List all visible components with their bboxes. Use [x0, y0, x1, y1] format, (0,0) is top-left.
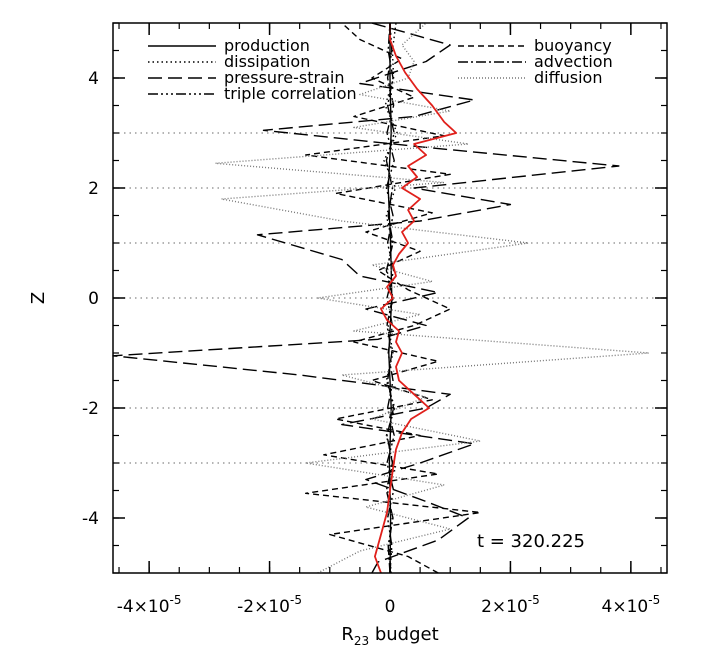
legend-item-buoyancy: buoyancy [458, 36, 612, 55]
legend-item-dissipation: dissipation [148, 52, 310, 71]
legend-label: production [224, 36, 310, 55]
legend-label: triple correlation [224, 84, 357, 103]
y-axis-label: Z [28, 292, 49, 304]
legend: productiondissipationpressure-straintrip… [148, 36, 613, 103]
x-tick-label: 2×10-5 [481, 593, 540, 617]
legend-item-pressure-strain: pressure-strain [148, 68, 344, 87]
series-line-advection [385, 22, 395, 574]
series-line-diffusion [214, 22, 650, 574]
x-tick-label: 4×10-5 [602, 593, 661, 617]
legend-label: pressure-strain [224, 68, 344, 87]
series-line-red-profile [373, 23, 458, 574]
x-tick-label: -4×10-5 [117, 593, 182, 617]
x-axis-label-main: R [341, 624, 354, 645]
x-axis-label-rest: budget [369, 624, 439, 645]
legend-label: advection [534, 52, 613, 71]
legend-item-advection: advection [458, 52, 613, 71]
legend-item-triple-correlation: triple correlation [148, 84, 357, 103]
legend-label: buoyancy [534, 36, 612, 55]
x-axis-label-subscript: 23 [354, 634, 369, 648]
series-line-buoyancy [305, 22, 481, 574]
y-tick-label: 0 [88, 289, 99, 309]
x-tick-label: 0 [385, 597, 396, 617]
y-tick-label: 4 [88, 69, 99, 89]
axis-ticks: -4×10-5 -2×10-5 0 2×10-5 4×10-5 -4 -2 0 2 4 [82, 22, 667, 617]
y-tick-label: -4 [82, 509, 99, 529]
series-line-pressure-strain [112, 22, 620, 574]
x-tick-label: -2×10-5 [237, 593, 302, 617]
y-tick-label: 2 [88, 179, 99, 199]
legend-label: diffusion [534, 68, 602, 87]
x-axis-label: R23 budget [341, 624, 438, 648]
y-tick-label: -2 [82, 399, 99, 419]
time-annotation: t = 320.225 [477, 531, 585, 552]
legend-item-production: production [148, 36, 310, 55]
legend-item-diffusion: diffusion [458, 68, 602, 87]
series-group [112, 22, 650, 574]
legend-label: dissipation [224, 52, 310, 71]
